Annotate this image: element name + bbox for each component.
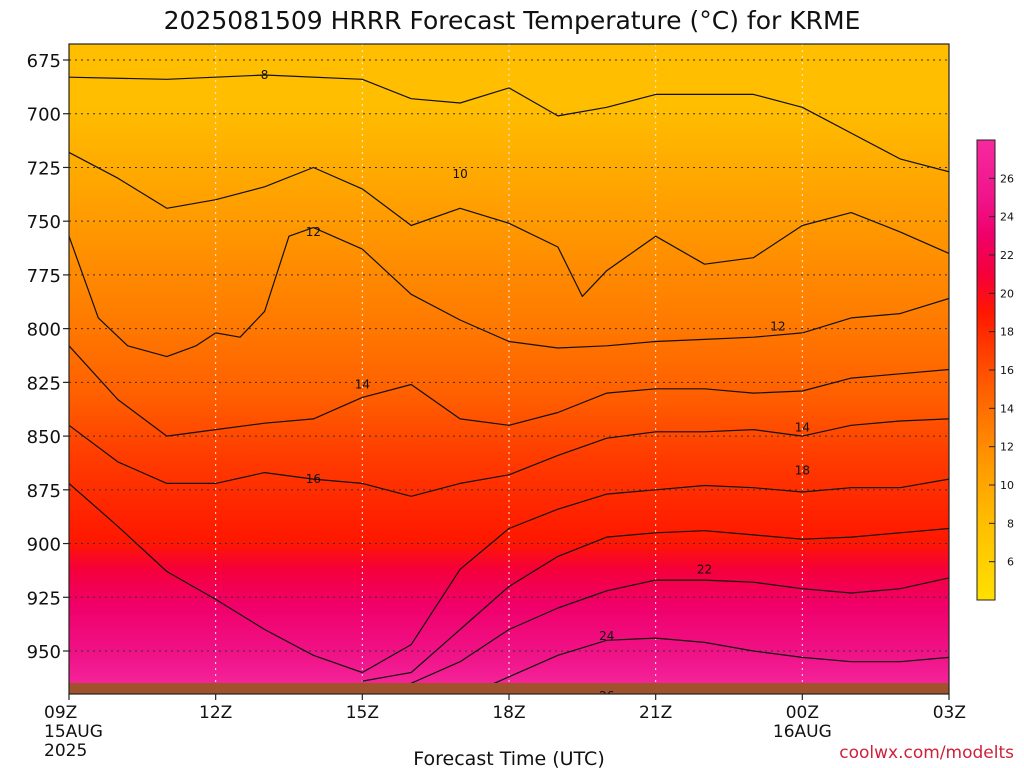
y-tick-label: 825: [27, 373, 61, 394]
y-tick-label: 950: [27, 642, 61, 663]
colorbar-tick-label: 8: [1007, 517, 1014, 530]
x-axis-label: Forecast Time (UTC): [413, 748, 604, 768]
colorbar-tick-label: 22: [1000, 249, 1014, 262]
colorbar-tick-label: 6: [1007, 556, 1014, 569]
x-tick-sublabel: 16AUG: [773, 722, 832, 742]
x-tick-sublabel: 2025: [44, 741, 87, 761]
contour-labels: 8 10 12 12 14 14 16 18 22 24 26: [261, 68, 810, 703]
contour-label-26: 26: [599, 689, 614, 703]
colorbar-tick-label: 14: [1000, 402, 1014, 415]
colorbar-tick-label: 20: [1000, 287, 1014, 300]
x-tick-label: 09Z: [44, 703, 77, 723]
isotherm-24: [468, 637, 949, 694]
plot-area: 8 10 12 12 14 14 16 18 22 24 26: [69, 44, 949, 703]
colorbar-tick-label: 10: [1000, 479, 1014, 492]
contour-label-12: 12: [306, 225, 321, 239]
contour-label-22: 22: [697, 562, 712, 576]
y-tick-label: 725: [27, 158, 61, 179]
isotherm-18: [69, 478, 949, 674]
y-tick-label: 675: [27, 51, 61, 72]
y-tick-label: 775: [27, 266, 61, 287]
colorbar-tick-label: 12: [1000, 441, 1014, 454]
isotherm-16: [69, 418, 949, 497]
isotherm-12: [69, 227, 949, 358]
source-credit: coolwx.com/modelts: [839, 743, 1014, 763]
y-tick-label: 750: [27, 212, 61, 233]
contour-label-14: 14: [355, 378, 370, 392]
isotherm-10: [69, 151, 949, 297]
chart-title: 2025081509 HRRR Forecast Temperature (°C…: [164, 6, 861, 35]
x-tick-label: 18Z: [492, 703, 525, 723]
contour-label-18: 18: [795, 463, 810, 477]
ground-surface: [69, 683, 949, 694]
isotherm-8: [69, 74, 949, 173]
contour-label-8: 8: [261, 68, 269, 82]
contour-label-10: 10: [452, 167, 467, 181]
y-tick-label: 800: [27, 320, 61, 341]
colorbar-tick-label: 16: [1000, 364, 1014, 377]
x-tick-label: 03Z: [933, 703, 966, 723]
y-tick-label: 700: [27, 105, 61, 126]
y-tick-label: 925: [27, 588, 61, 609]
contour-label-14: 14: [795, 420, 810, 434]
contour-label-16: 16: [306, 472, 321, 486]
contour-label-12: 12: [770, 319, 785, 333]
isotherm-14: [69, 345, 949, 437]
x-tick-label: 21Z: [639, 703, 672, 723]
y-axis-ticks: 675 700 725 750 775 800 825 850 875 900 925 950: [27, 51, 69, 663]
colorbar-tick-label: 26: [1000, 172, 1014, 185]
x-tick-label: 00Z: [786, 703, 819, 723]
isotherm-20: [362, 527, 949, 682]
colorbar-tick-label: 18: [1000, 326, 1014, 339]
y-tick-label: 850: [27, 427, 61, 448]
contour-label-24: 24: [599, 629, 614, 643]
x-tick-label: 15Z: [346, 703, 379, 723]
colorbar-ticks: 6 8 10 12 14 16 18 20 22 24 26: [989, 172, 1014, 569]
x-tick-label: 12Z: [199, 703, 232, 723]
isotherm-22: [386, 577, 949, 694]
y-tick-label: 900: [27, 535, 61, 556]
y-tick-label: 875: [27, 481, 61, 502]
colorbar-tick-label: 24: [1000, 211, 1014, 224]
x-tick-sublabel: 15AUG: [44, 722, 103, 742]
colorbar: 6 8 10 12 14 16 18 20 22 24 26: [976, 139, 1014, 601]
isotherm-contours: [69, 74, 949, 694]
